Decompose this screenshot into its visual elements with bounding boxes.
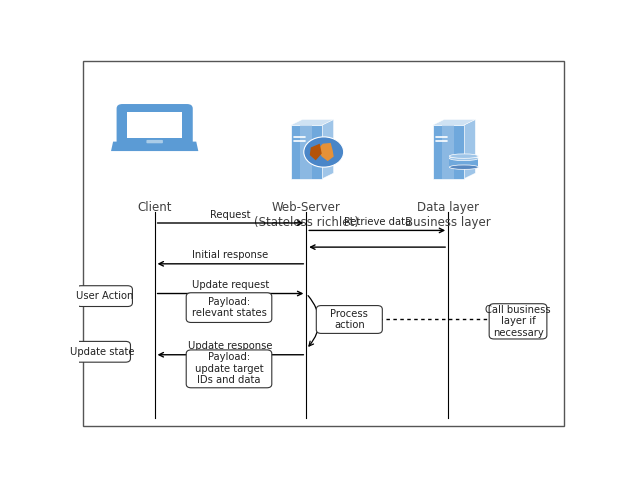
FancyBboxPatch shape [127,112,182,138]
Text: Initial response: Initial response [192,251,269,260]
Text: Call business
layer if
necessary: Call business layer if necessary [485,305,551,338]
Text: User Action: User Action [76,291,133,301]
FancyBboxPatch shape [449,158,478,167]
Text: Payload:
relevant states: Payload: relevant states [192,297,266,319]
Text: Process
action: Process action [331,308,369,330]
Polygon shape [432,120,475,125]
Polygon shape [111,142,198,151]
FancyBboxPatch shape [186,350,272,388]
FancyBboxPatch shape [76,286,133,307]
Polygon shape [464,120,475,179]
Text: Update state: Update state [70,347,134,357]
FancyBboxPatch shape [83,61,564,426]
Ellipse shape [449,156,478,161]
FancyBboxPatch shape [300,125,312,179]
Text: Client: Client [138,201,172,214]
Polygon shape [310,144,322,161]
Polygon shape [291,120,334,125]
Text: Web-Server
(Stateless richlet): Web-Server (Stateless richlet) [254,201,358,229]
FancyBboxPatch shape [489,304,547,339]
FancyBboxPatch shape [146,140,163,143]
FancyBboxPatch shape [442,125,454,179]
FancyBboxPatch shape [316,306,382,334]
FancyBboxPatch shape [74,341,131,362]
Ellipse shape [449,165,478,169]
FancyBboxPatch shape [291,125,322,179]
FancyBboxPatch shape [186,293,272,322]
FancyBboxPatch shape [117,104,192,146]
FancyBboxPatch shape [432,125,464,179]
Ellipse shape [449,154,478,158]
Text: Update request: Update request [192,280,269,290]
Polygon shape [322,120,334,179]
Polygon shape [318,143,334,161]
Circle shape [304,137,344,167]
Text: Data layer
Business layer: Data layer Business layer [405,201,491,229]
Text: Retrieve data: Retrieve data [344,217,411,227]
Text: Payload:
update target
IDs and data: Payload: update target IDs and data [195,352,263,386]
Text: Request: Request [210,210,251,220]
Text: Update response: Update response [188,341,273,351]
